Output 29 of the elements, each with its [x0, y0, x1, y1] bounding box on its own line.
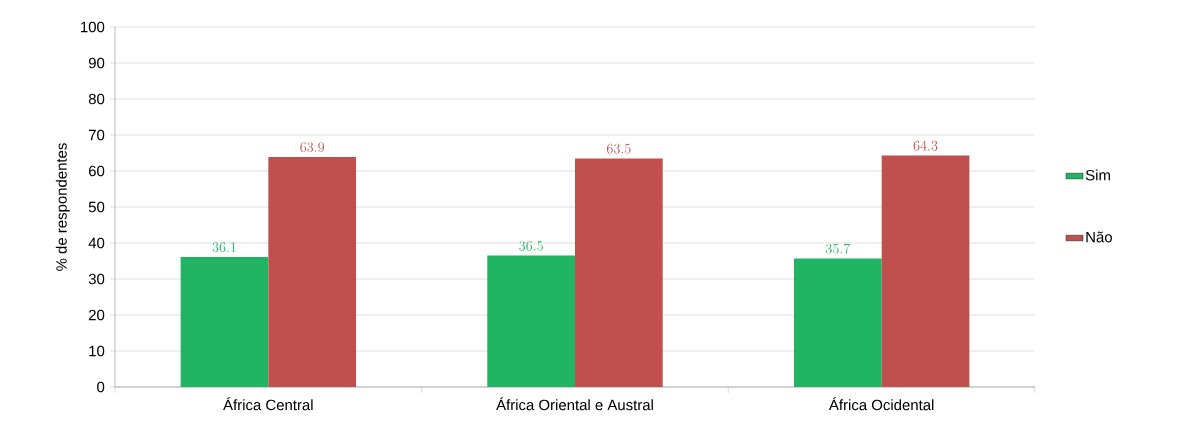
y-axis-title: % de respondentes — [55, 143, 70, 271]
y-tick-label: 30 — [88, 273, 105, 285]
data-label: 63.9 — [300, 142, 325, 153]
y-tick-label: 0 — [97, 381, 105, 393]
bar — [881, 155, 970, 387]
bar — [180, 257, 269, 387]
y-tick-label: 40 — [88, 237, 105, 249]
y-tick-label: 80 — [88, 93, 105, 105]
legend-label: Não — [1086, 231, 1112, 243]
legend-label: Sim — [1085, 169, 1110, 181]
data-label: 35.7 — [825, 243, 851, 254]
bar — [268, 156, 357, 387]
bar — [487, 255, 575, 387]
y-tick-label: 90 — [88, 57, 105, 69]
x-tick-label: África Oriental e Austral — [496, 397, 653, 411]
data-label: 63.5 — [606, 143, 631, 154]
data-label: 36.5 — [519, 240, 543, 251]
y-tick-label: 20 — [88, 309, 105, 321]
y-tick-label: 50 — [88, 201, 105, 213]
y-tick-label: 10 — [89, 345, 105, 357]
bar — [575, 158, 663, 387]
bar — [793, 258, 882, 387]
y-tick-label: 60 — [88, 165, 105, 177]
data-label: 64.3 — [913, 140, 938, 151]
y-tick-label: 100 — [81, 21, 105, 33]
y-tick-label: 70 — [88, 129, 105, 141]
x-tick-label: África Central — [223, 397, 313, 411]
data-label: 36. 1 — [212, 242, 236, 253]
x-tick-label: África Ocidental — [828, 397, 934, 411]
